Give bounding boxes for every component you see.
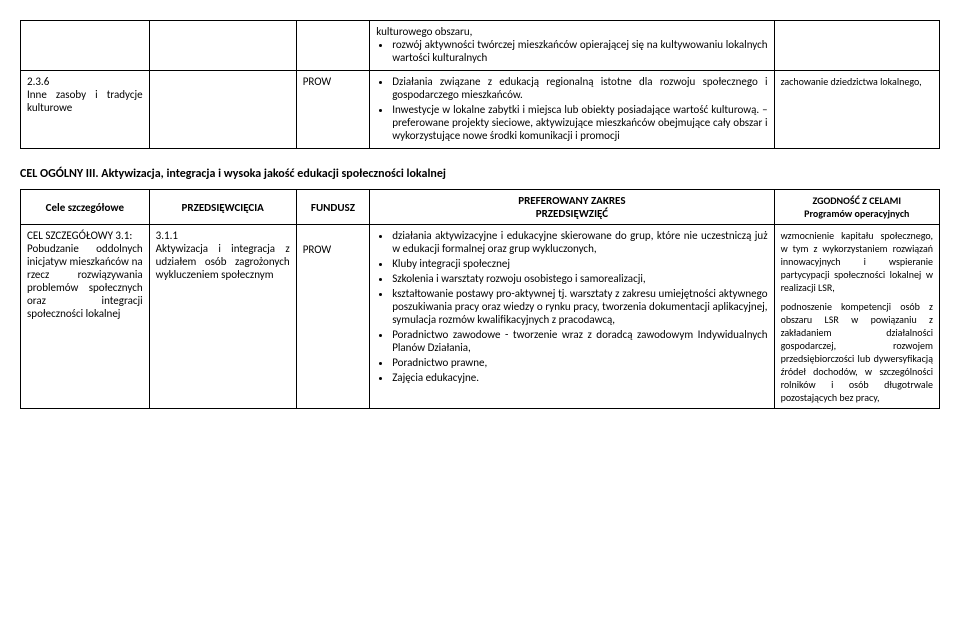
header-cell: ZGODNOŚĆ Z CELAMI Programów operacyjnych bbox=[774, 190, 939, 225]
cell: działania aktywizacyjne i edukacyjne ski… bbox=[370, 225, 774, 409]
cell: PROW bbox=[296, 225, 370, 409]
cell: CEL SZCZEGÓŁOWY 3.1: Pobudzanie oddolnyc… bbox=[21, 225, 150, 409]
header-cell: FUNDUSZ bbox=[296, 190, 370, 225]
header-line2: Programów operacyjnych bbox=[781, 207, 933, 220]
list-item: Poradnictwo prawne, bbox=[392, 356, 767, 369]
cell bbox=[774, 21, 939, 71]
header-cell: Cele szczegółowe bbox=[21, 190, 150, 225]
table-row: 2.3.6 Inne zasoby i tradycje kulturowe P… bbox=[21, 71, 940, 149]
header-line1: PREFEROWANY ZAKRES bbox=[376, 194, 767, 207]
list-item: Poradnictwo zawodowe - tworzenie wraz z … bbox=[392, 328, 767, 354]
list-item: Działania związane z edukacją regionalną… bbox=[392, 75, 767, 101]
para1: wzmocnienie kapitału społecznego, w tym … bbox=[781, 229, 933, 294]
table-2: Cele szczegółowe PRZEDSIĘWCIĘCIA FUNDUSZ… bbox=[20, 189, 940, 409]
cell bbox=[149, 21, 296, 71]
cell bbox=[149, 71, 296, 149]
list-item: działania aktywizacyjne i edukacyjne ski… bbox=[392, 229, 767, 255]
bullet-list: rozwój aktywności twórczej mieszkańców o… bbox=[376, 38, 767, 64]
cell: kulturowego obszaru, rozwój aktywności t… bbox=[370, 21, 774, 71]
section-title: CEL OGÓLNY III. Aktywizacja, integracja … bbox=[20, 167, 940, 181]
table-1: kulturowego obszaru, rozwój aktywności t… bbox=[20, 20, 940, 149]
bullet-list: Działania związane z edukacją regionalną… bbox=[376, 75, 767, 142]
table-header-row: Cele szczegółowe PRZEDSIĘWCIĘCIA FUNDUSZ… bbox=[21, 190, 940, 225]
cell: Działania związane z edukacją regionalną… bbox=[370, 71, 774, 149]
list-item: Kluby integracji społecznej bbox=[392, 257, 767, 270]
header-line1: ZGODNOŚĆ Z CELAMI bbox=[781, 194, 933, 207]
para2: podnoszenie kompetencji osób z obszaru L… bbox=[781, 300, 933, 404]
cell bbox=[21, 21, 150, 71]
header-cell: PREFEROWANY ZAKRES PRZEDSIĘWZIĘĆ bbox=[370, 190, 774, 225]
cell: 2.3.6 Inne zasoby i tradycje kulturowe bbox=[21, 71, 150, 149]
list-item: kształtowanie postawy pro-aktywnej tj. w… bbox=[392, 287, 767, 326]
table-row: kulturowego obszaru, rozwój aktywności t… bbox=[21, 21, 940, 71]
table-row: CEL SZCZEGÓŁOWY 3.1: Pobudzanie oddolnyc… bbox=[21, 225, 940, 409]
list-item: rozwój aktywności twórczej mieszkańców o… bbox=[392, 38, 767, 64]
list-item: Inwestycje w lokalne zabytki i miejsca l… bbox=[392, 103, 767, 142]
list-item: Szkolenia i warsztaty rozwoju osobistego… bbox=[392, 272, 767, 285]
cell: wzmocnienie kapitału społecznego, w tym … bbox=[774, 225, 939, 409]
cell: zachowanie dziedzictwa lokalnego, bbox=[774, 71, 939, 149]
cell: PROW bbox=[296, 71, 370, 149]
header-line2: PRZEDSIĘWZIĘĆ bbox=[376, 207, 767, 220]
cell: 3.1.1 Aktywizacja i integracja z udziałe… bbox=[149, 225, 296, 409]
intro-text: kulturowego obszaru, bbox=[376, 25, 472, 38]
header-cell: PRZEDSIĘWCIĘCIA bbox=[149, 190, 296, 225]
cell bbox=[296, 21, 370, 71]
list-item: Zajęcia edukacyjne. bbox=[392, 371, 767, 384]
bullet-list: działania aktywizacyjne i edukacyjne ski… bbox=[376, 229, 767, 384]
